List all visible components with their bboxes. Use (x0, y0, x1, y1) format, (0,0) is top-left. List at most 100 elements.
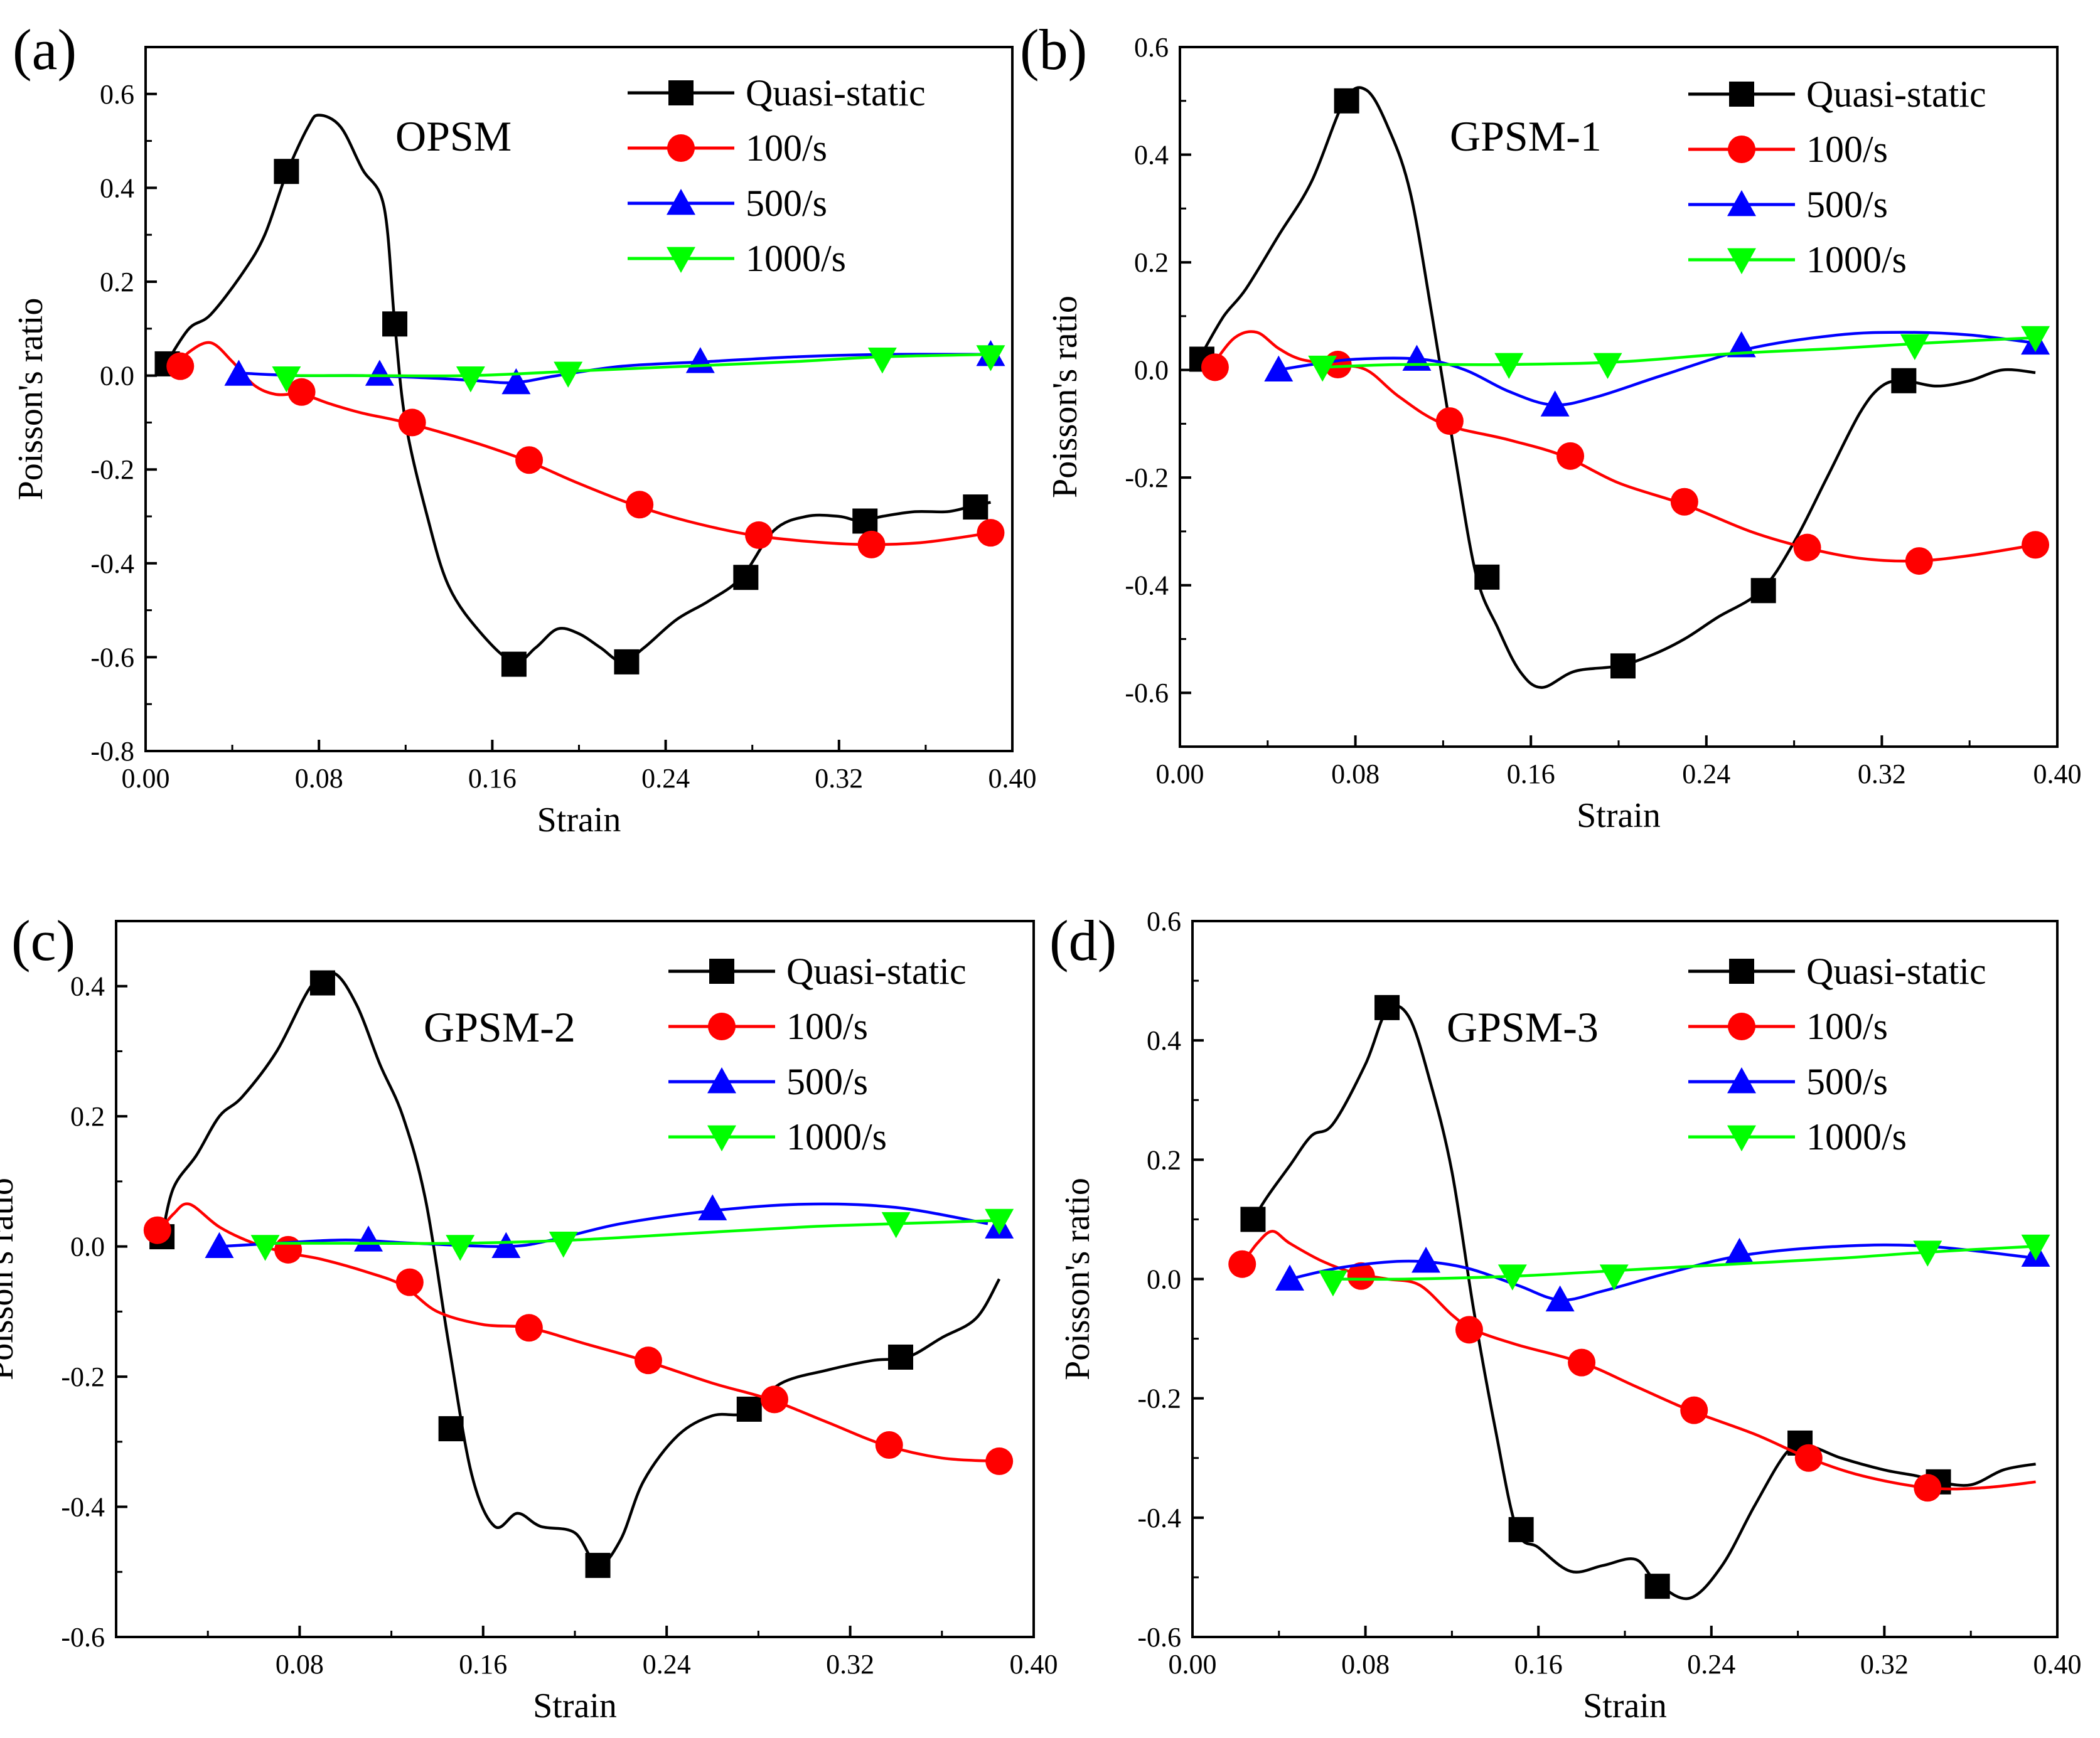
y-tick-label: -0.2 (61, 1362, 105, 1392)
data-point (438, 1416, 464, 1442)
series-1000-s (1308, 326, 2050, 382)
x-axis-title: Strain (533, 1687, 617, 1725)
data-point (857, 530, 886, 558)
data-point (1556, 442, 1585, 470)
data-point (976, 345, 1005, 371)
data-point (1201, 353, 1229, 381)
legend-marker (667, 134, 695, 162)
data-point (1891, 368, 1917, 393)
y-tick-label: 0.0 (100, 361, 134, 392)
data-point (1412, 1246, 1441, 1273)
chart-panel-c: 0.08 0.16 0.24 0.32 0.40 0.4 0.2 0.0 -0.2 -0.4 -0.… (0, 909, 1058, 1725)
y-tick-label: 0.6 (100, 79, 134, 110)
y-tick-label: -0.6 (90, 642, 134, 673)
x-tick-label: 0.08 (276, 1649, 324, 1680)
x-axis-title: Strain (1583, 1687, 1667, 1725)
legend-marker (667, 247, 695, 273)
data-point (1540, 390, 1570, 417)
legend-label: 100/s (1806, 129, 1888, 170)
panel-label: (b) (1020, 18, 1087, 82)
series-quasi-static (154, 114, 991, 677)
data-point (1644, 1574, 1670, 1599)
x-tick-label: 0.16 (459, 1649, 507, 1680)
y-tick-label: 0.2 (1134, 247, 1169, 278)
legend: Quasi-static 100/s 500/s 1000/s (1688, 73, 1986, 280)
data-point (1334, 88, 1359, 114)
data-point (760, 1385, 788, 1414)
x-tick-label: 0.08 (295, 763, 343, 794)
x-tick-label: 0.24 (1682, 759, 1730, 789)
data-point (1347, 1262, 1375, 1290)
legend-label: Quasi-static (746, 72, 926, 114)
series-line (1251, 1004, 2036, 1601)
legend-marker (707, 1125, 736, 1151)
panel-label: (d) (1049, 909, 1117, 973)
data-point (2021, 326, 2050, 353)
x-tick-label: 0.40 (1010, 1649, 1058, 1680)
y-tick-label: -0.2 (1125, 462, 1169, 493)
series-100-s (1228, 1230, 2036, 1502)
x-tick-label: 0.16 (1507, 759, 1555, 789)
data-point (736, 1396, 762, 1422)
y-tick-label: 0.0 (1134, 355, 1169, 386)
data-point (205, 1232, 234, 1259)
data-point (309, 970, 335, 996)
data-point (1264, 355, 1294, 382)
data-point (287, 378, 316, 406)
legend-marker (708, 1013, 736, 1040)
series-quasi-static (1189, 86, 2036, 689)
legend-label: Quasi-static (1806, 73, 1986, 115)
data-point (1610, 653, 1636, 679)
data-point (554, 361, 583, 388)
y-tick-label: -0.4 (1137, 1503, 1181, 1533)
data-point (733, 565, 759, 590)
y-tick-label: 0.0 (1147, 1264, 1181, 1295)
data-point (549, 1232, 578, 1258)
panel-label: (c) (11, 909, 75, 973)
y-tick-label: -0.2 (90, 454, 134, 485)
data-point (1905, 547, 1933, 575)
data-point (634, 1346, 662, 1375)
data-point (1508, 1517, 1534, 1542)
legend-label: Quasi-static (1806, 951, 1986, 992)
data-point (250, 1235, 280, 1261)
x-tick-label: 0.00 (1169, 1649, 1217, 1680)
y-tick-label: -0.8 (90, 736, 134, 767)
series-quasi-static (149, 970, 1001, 1578)
y-tick-label: 0.4 (100, 173, 134, 203)
data-point (1793, 533, 1821, 562)
legend-marker (707, 1067, 736, 1094)
legend-label: 100/s (746, 127, 827, 169)
series-line (156, 1202, 1000, 1463)
sample-name: GPSM-2 (424, 1003, 576, 1051)
x-tick-label: 0.00 (122, 763, 170, 794)
legend-label: 1000/s (1806, 239, 1907, 280)
data-point (585, 1552, 611, 1578)
panel-label: (a) (13, 18, 77, 82)
data-point (515, 446, 544, 474)
x-axis-title: Strain (537, 801, 621, 840)
data-point (501, 651, 527, 677)
legend-marker (1729, 959, 1754, 984)
x-tick-label: 0.32 (1860, 1649, 1909, 1680)
data-point (1494, 353, 1524, 380)
y-tick-label: 0.6 (1147, 906, 1181, 937)
data-point (963, 494, 988, 520)
x-tick-label: 0.40 (2033, 1649, 2082, 1680)
x-tick-label: 0.32 (1858, 759, 1906, 789)
data-point (1374, 994, 1400, 1020)
data-point (985, 1208, 1014, 1235)
data-point (501, 368, 531, 395)
legend-marker (1727, 1067, 1756, 1094)
data-point (888, 1344, 914, 1370)
data-point (1545, 1285, 1575, 1312)
legend-label: 1000/s (1806, 1116, 1907, 1158)
legend-marker (1727, 248, 1756, 274)
series-line (1241, 1230, 2036, 1491)
data-point (852, 508, 878, 534)
legend-marker (667, 189, 695, 215)
chart-panel-d: 0.00 0.08 0.16 0.24 0.32 0.40 0.6 0.4 0.2 0.0 -0.2… (1049, 906, 2082, 1725)
legend-label: 500/s (746, 183, 827, 224)
data-point (1794, 1444, 1823, 1472)
legend-marker (1728, 1013, 1755, 1040)
